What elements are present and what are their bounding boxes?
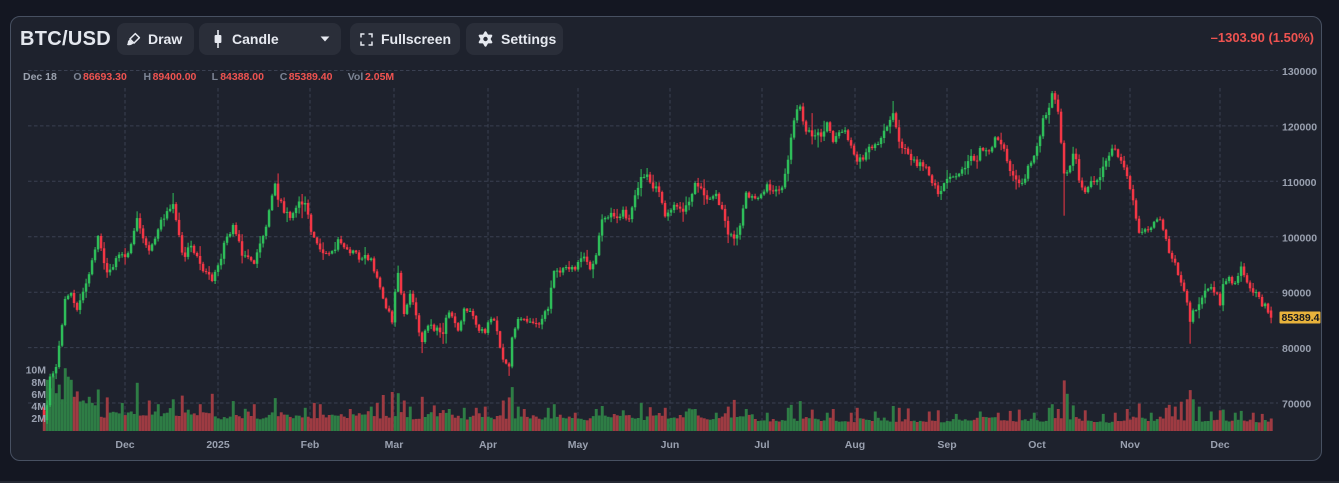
svg-text:130000: 130000 xyxy=(1282,66,1317,78)
svg-text:2M: 2M xyxy=(31,413,46,425)
svg-text:Nov: Nov xyxy=(1120,439,1140,451)
svg-text:Jul: Jul xyxy=(754,439,769,451)
svg-text:90000: 90000 xyxy=(1282,288,1311,300)
svg-text:Dec: Dec xyxy=(115,439,134,451)
svg-text:100000: 100000 xyxy=(1282,232,1317,244)
svg-text:110000: 110000 xyxy=(1282,177,1317,189)
svg-text:80000: 80000 xyxy=(1282,343,1311,355)
svg-text:8M: 8M xyxy=(31,377,46,389)
svg-text:Oct: Oct xyxy=(1028,439,1046,451)
svg-text:4M: 4M xyxy=(31,401,46,413)
svg-text:Feb: Feb xyxy=(301,439,320,451)
svg-text:Dec: Dec xyxy=(1210,439,1229,451)
svg-text:Jun: Jun xyxy=(661,439,680,451)
svg-text:May: May xyxy=(568,439,589,451)
svg-text:70000: 70000 xyxy=(1282,399,1311,411)
svg-text:Aug: Aug xyxy=(845,439,865,451)
svg-text:10M: 10M xyxy=(26,365,47,377)
svg-text:2025: 2025 xyxy=(206,439,230,451)
svg-text:Mar: Mar xyxy=(385,439,404,451)
svg-text:120000: 120000 xyxy=(1282,121,1317,133)
svg-text:Apr: Apr xyxy=(479,439,497,451)
svg-text:6M: 6M xyxy=(31,389,46,401)
svg-text:Sep: Sep xyxy=(937,439,956,451)
svg-text:85389.4: 85389.4 xyxy=(1282,312,1320,324)
